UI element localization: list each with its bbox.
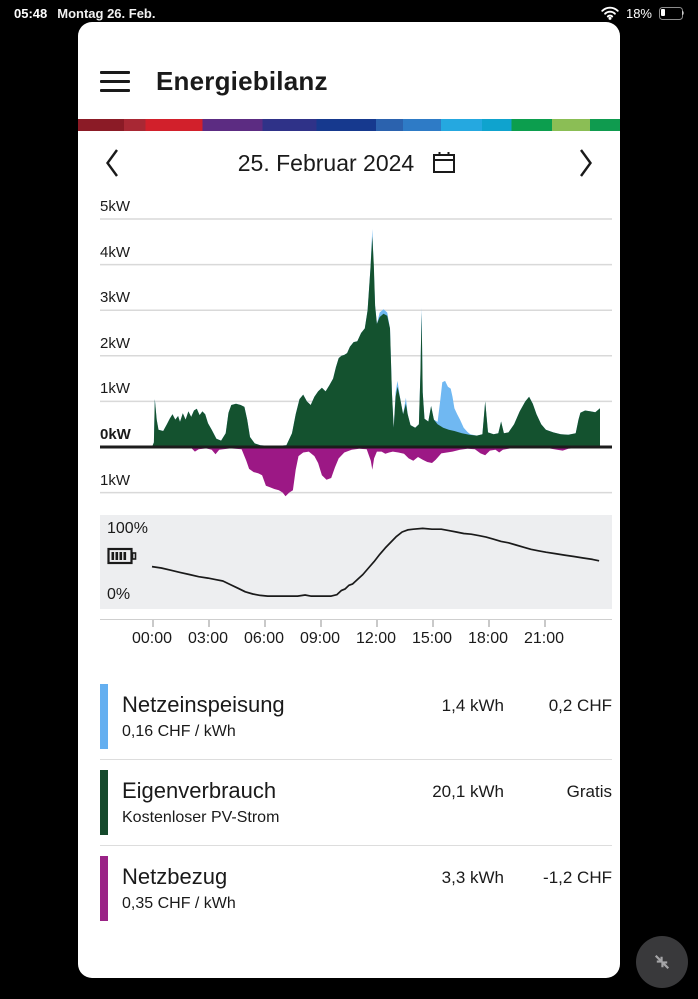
x-axis: 00:00 03:00 06:00 09:00 12:00 15:00 18:00 21:00 (100, 619, 612, 660)
legend-subtitle: Kostenloser PV-Strom (122, 809, 280, 826)
battery-gauge-icon (107, 547, 137, 570)
y-axis-label: 1kW (100, 380, 130, 398)
legend-subtitle: 0,16 CHF / kWh (122, 723, 236, 740)
y-axis-label: 3kW (100, 289, 130, 307)
x-axis-tick (376, 620, 378, 627)
legend-color-bar (100, 770, 108, 835)
calendar-button[interactable] (428, 147, 460, 179)
y-axis-label: 2kW (100, 334, 130, 352)
x-axis-label: 03:00 (187, 630, 229, 647)
status-bar: 05:48 Montag 26. Feb. 18% (0, 0, 698, 26)
app-card: Energiebilanz 25. Februar 2024 (78, 22, 620, 978)
status-time: 05:48 (14, 5, 48, 21)
legend-cost-value: -1,2 CHF (543, 868, 612, 887)
list-item-netzeinspeisung: Netzeinspeisung 0,16 CHF / kWh 1,4 kWh 0… (100, 674, 612, 759)
x-axis-tick (152, 620, 154, 627)
page-title: Energiebilanz (156, 66, 328, 96)
x-axis-tick (432, 620, 434, 627)
x-axis-label: 00:00 (131, 630, 173, 647)
legend-energy-value: 20,1 kWh (432, 782, 504, 801)
list-item-eigenverbrauch: Eigenverbrauch Kostenloser PV-Strom 20,1… (100, 759, 612, 845)
battery-icon (659, 7, 684, 20)
x-axis-label: 06:00 (243, 630, 285, 647)
date-label: 25. Februar 2024 (237, 149, 415, 176)
list-item-netzbezug: Netzbezug 0,35 CHF / kWh 3,3 kWh -1,2 CH… (100, 845, 612, 931)
legend-color-bar (100, 684, 108, 749)
x-axis-tick (544, 620, 546, 627)
legend-energy-value: 3,3 kWh (441, 868, 504, 887)
y-axis-label: 0kW (100, 426, 131, 443)
x-axis-label: 21:00 (523, 630, 565, 647)
hamburger-menu-icon[interactable] (100, 71, 130, 92)
x-axis-tick (320, 620, 322, 627)
x-axis-tick (264, 620, 266, 627)
y-axis-label: 5kW (100, 198, 130, 215)
x-axis-label: 12:00 (355, 630, 397, 647)
y-axis-label: 4kW (100, 243, 130, 261)
power-chart-svg (100, 218, 612, 497)
next-day-button[interactable] (574, 144, 598, 182)
legend-color-bar (100, 856, 108, 921)
battery-soc-chart: 100% 0% (100, 515, 612, 609)
collapse-button[interactable] (636, 936, 688, 988)
legend-title: Eigenverbrauch (122, 778, 277, 803)
battery-100-label: 100% (107, 520, 148, 537)
x-axis-label: 18:00 (467, 630, 509, 647)
app-header: Energiebilanz (78, 22, 620, 97)
brand-color-stripe (78, 119, 620, 131)
status-date: Montag 26. Feb. (57, 5, 156, 21)
legend-title: Netzeinspeisung (122, 692, 285, 717)
legend-title: Netzbezug (122, 864, 228, 889)
battery-0-label: 0% (107, 586, 131, 603)
energy-legend-list: Netzeinspeisung 0,16 CHF / kWh 1,4 kWh 0… (100, 674, 612, 931)
legend-subtitle: 0,35 CHF / kWh (122, 895, 236, 912)
battery-chart-svg (151, 527, 600, 597)
x-axis-label: 15:00 (411, 630, 453, 647)
collapse-arrows-icon (649, 949, 675, 975)
date-navigation: 25. Februar 2024 (78, 131, 620, 181)
legend-cost-value: Gratis (566, 782, 612, 801)
chevron-left-icon (102, 146, 122, 180)
legend-energy-value: 1,4 kWh (441, 696, 504, 715)
previous-day-button[interactable] (100, 144, 124, 182)
power-chart: 5kW 4kW 3kW 2kW 1kW 0kW 1kW (100, 197, 612, 507)
x-axis-label: 09:00 (299, 630, 341, 647)
legend-cost-value: 0,2 CHF (548, 696, 612, 715)
wifi-icon (601, 6, 619, 20)
chevron-right-icon (576, 146, 596, 180)
x-axis-tick (208, 620, 210, 627)
x-axis-tick (488, 620, 490, 627)
y-axis-label: 1kW (100, 471, 130, 489)
calendar-icon (430, 149, 458, 177)
status-battery-percent: 18% (625, 5, 652, 21)
